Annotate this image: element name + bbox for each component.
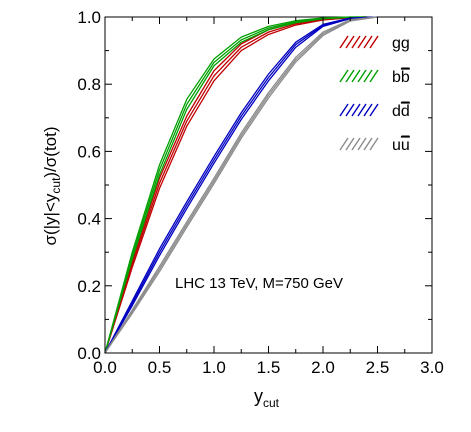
legend-swatch-hatch-gg bbox=[363, 35, 373, 49]
legend-swatch-hatch-bb bbox=[369, 69, 379, 83]
legend-label-base: d bbox=[392, 103, 401, 120]
legend-swatch-hatch-bb bbox=[345, 69, 355, 83]
y-tick-label: 0.2 bbox=[77, 277, 101, 296]
legend-swatch-hatch-dd bbox=[363, 103, 373, 117]
legend-label-base: u bbox=[392, 137, 401, 154]
legend-item-gg: gg bbox=[339, 35, 410, 52]
legend-swatch-hatch-dd bbox=[369, 103, 379, 117]
legend-swatch-hatch-uu bbox=[339, 137, 349, 151]
series-uu-line-2 bbox=[104, 16, 378, 354]
y-axis-label-part-1: σ(|y|<y bbox=[41, 193, 60, 245]
x-tick-label: 2.5 bbox=[366, 358, 390, 377]
legend-swatch-hatch-gg bbox=[351, 35, 361, 49]
legend-swatch-hatch-uu bbox=[369, 137, 379, 151]
series-gg-line-2 bbox=[104, 16, 367, 354]
x-tick-label: 2.0 bbox=[311, 358, 335, 377]
legend-swatch-hatch-bb bbox=[363, 69, 373, 83]
legend-label-uu: uu bbox=[392, 137, 410, 154]
y-tick-label: 0.8 bbox=[77, 75, 101, 94]
legend-swatch-hatch-dd bbox=[357, 103, 367, 117]
series-uu-line-3 bbox=[104, 16, 378, 354]
y-tick-label: 0.0 bbox=[77, 344, 101, 363]
chart-annotation: LHC 13 TeV, M=750 GeV bbox=[175, 275, 343, 292]
x-tick-label: 0.0 bbox=[93, 358, 117, 377]
legend-swatch-hatch-gg bbox=[357, 35, 367, 49]
series-dd-line-1 bbox=[104, 16, 378, 354]
legend-label-dd: dd bbox=[392, 103, 410, 120]
series-dd-line-3 bbox=[104, 16, 378, 354]
x-tick-label: 0.5 bbox=[148, 358, 172, 377]
legend-swatch-hatch-dd bbox=[345, 103, 355, 117]
legend-swatch-hatch-gg bbox=[345, 35, 355, 49]
legend-swatch-hatch-dd bbox=[351, 103, 361, 117]
series-gg-line-1 bbox=[104, 16, 367, 354]
x-tick-label: 3.0 bbox=[420, 358, 444, 377]
y-tick-label: 0.4 bbox=[77, 210, 101, 229]
legend-swatch-hatch-uu bbox=[363, 137, 373, 151]
axis-layer: 0.0 0.5 1.0 1.5 2.0 2.5 3.0 0.0 0.2 0.4 0.6 0.8 1.0 bbox=[77, 8, 443, 377]
x-axis-label-subscript: cut bbox=[263, 396, 280, 410]
x-axis-label: ycut bbox=[254, 386, 280, 410]
legend-label-overlined: u bbox=[401, 137, 410, 154]
legend-label-gg: gg bbox=[392, 35, 410, 52]
y-axis-label-subscript: cut bbox=[49, 177, 63, 194]
legend-label-base: gg bbox=[392, 35, 410, 52]
x-axis-label-base: y bbox=[254, 386, 263, 406]
series-bb-line-2 bbox=[104, 16, 367, 354]
series-bb-line-3 bbox=[104, 16, 367, 354]
y-axis-label: σ(|y|<ycut)/σ(tot) bbox=[41, 126, 63, 245]
legend-swatch-hatch-gg bbox=[339, 35, 349, 49]
legend-swatch-hatch-uu bbox=[351, 137, 361, 151]
y-axis-label-part-3: )/σ(tot) bbox=[41, 126, 60, 177]
legend-label-base: b bbox=[392, 69, 401, 86]
series-uu-line-1 bbox=[104, 16, 378, 354]
legend-label-bb: bb bbox=[392, 69, 410, 86]
legend-item-uu: uu bbox=[339, 135, 410, 154]
legend-swatch-hatch-uu bbox=[357, 137, 367, 151]
series-dd-line-2 bbox=[104, 16, 378, 354]
series-gg-line-3 bbox=[104, 16, 367, 354]
legend-item-dd: dd bbox=[339, 101, 410, 120]
legend-swatch-hatch-bb bbox=[339, 69, 349, 83]
legend-item-bb: bb bbox=[339, 67, 410, 86]
series-layer bbox=[104, 16, 378, 354]
legend-label-overlined: b bbox=[401, 69, 410, 86]
series-bb-line-1 bbox=[104, 16, 367, 354]
legend-swatch-hatch-gg bbox=[369, 35, 379, 49]
legend-swatch-hatch-dd bbox=[339, 103, 349, 117]
legend-label-overlined: d bbox=[401, 103, 410, 120]
legend-swatch-hatch-uu bbox=[345, 137, 355, 151]
y-tick-label: 1.0 bbox=[77, 8, 101, 27]
legend-swatch-hatch-bb bbox=[351, 69, 361, 83]
y-tick-label: 0.6 bbox=[77, 142, 101, 161]
x-tick-label: 1.0 bbox=[202, 358, 226, 377]
legend-swatch-hatch-bb bbox=[357, 69, 367, 83]
x-tick-label: 1.5 bbox=[257, 358, 281, 377]
